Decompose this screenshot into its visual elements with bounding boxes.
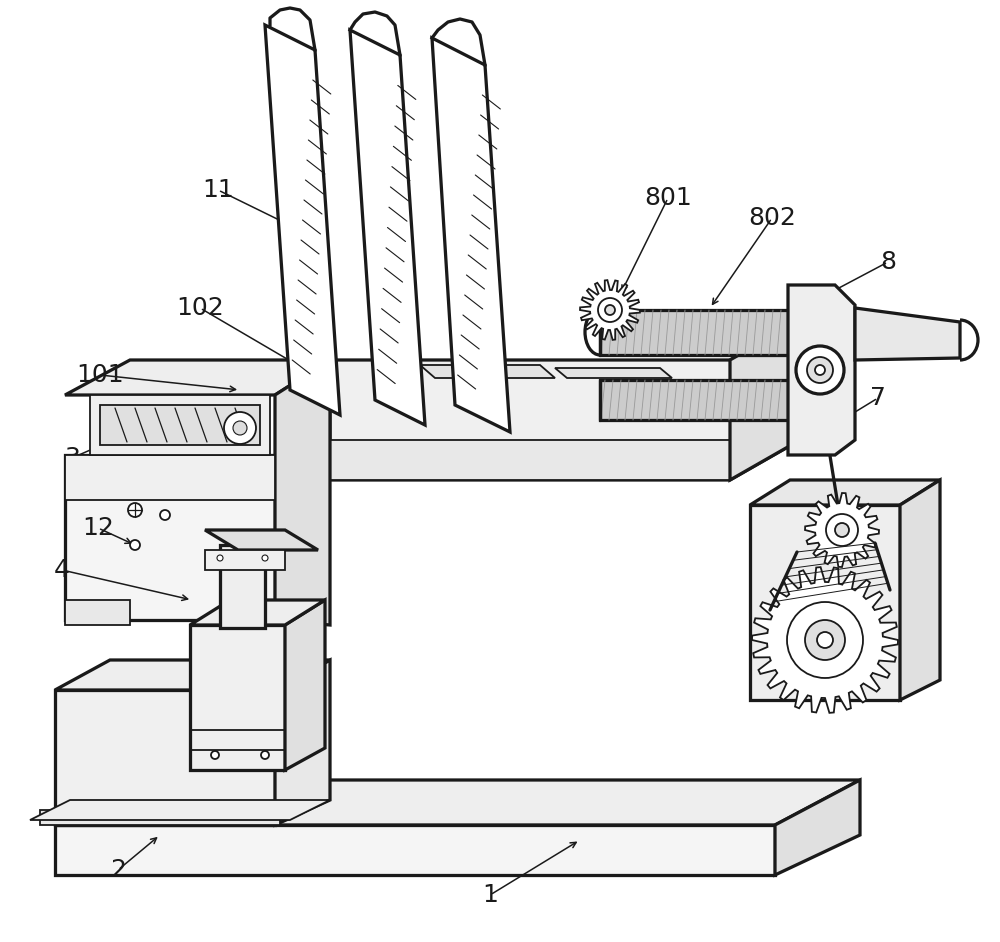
Polygon shape (420, 365, 555, 378)
Polygon shape (55, 825, 775, 875)
Text: 802: 802 (748, 206, 796, 230)
Circle shape (262, 555, 268, 561)
Polygon shape (40, 810, 280, 825)
Text: 8: 8 (880, 250, 896, 274)
Circle shape (805, 620, 845, 660)
Polygon shape (275, 360, 330, 625)
Polygon shape (805, 493, 879, 567)
Polygon shape (600, 380, 790, 420)
Circle shape (217, 555, 223, 561)
Polygon shape (330, 440, 730, 480)
Polygon shape (432, 38, 510, 432)
Text: 3: 3 (64, 446, 80, 470)
Polygon shape (752, 567, 898, 713)
Circle shape (233, 421, 247, 435)
Polygon shape (555, 368, 672, 378)
Circle shape (160, 510, 170, 520)
Polygon shape (350, 30, 425, 425)
Text: 11: 11 (202, 178, 234, 202)
Text: 2: 2 (110, 858, 126, 882)
Polygon shape (730, 320, 800, 480)
Circle shape (605, 305, 615, 315)
Polygon shape (205, 550, 285, 570)
Text: 12: 12 (82, 516, 114, 540)
Circle shape (796, 346, 844, 394)
Polygon shape (285, 600, 325, 770)
Polygon shape (65, 455, 275, 500)
Polygon shape (900, 480, 940, 700)
Circle shape (807, 357, 833, 383)
Polygon shape (90, 395, 270, 455)
Polygon shape (750, 480, 940, 505)
Text: 1: 1 (482, 883, 498, 907)
Text: 102: 102 (176, 296, 224, 320)
Polygon shape (265, 25, 340, 415)
Circle shape (835, 523, 849, 537)
Circle shape (817, 632, 833, 648)
Polygon shape (855, 308, 960, 360)
Polygon shape (275, 660, 330, 825)
Text: 7: 7 (870, 386, 886, 410)
Polygon shape (55, 780, 860, 825)
Polygon shape (775, 780, 860, 875)
Text: 101: 101 (76, 363, 124, 387)
Text: 4: 4 (54, 558, 70, 582)
Circle shape (598, 298, 622, 322)
Polygon shape (65, 360, 330, 395)
Circle shape (826, 514, 858, 546)
Circle shape (261, 751, 269, 759)
Text: 10: 10 (784, 666, 816, 690)
Circle shape (211, 751, 219, 759)
Circle shape (130, 540, 140, 550)
Polygon shape (190, 600, 325, 625)
Circle shape (815, 365, 825, 375)
Polygon shape (330, 320, 800, 480)
Polygon shape (65, 455, 275, 620)
Polygon shape (220, 545, 265, 628)
Polygon shape (65, 600, 130, 625)
Polygon shape (580, 280, 640, 340)
Polygon shape (205, 530, 318, 550)
Polygon shape (55, 690, 275, 825)
Circle shape (128, 503, 142, 517)
Polygon shape (788, 285, 855, 455)
Circle shape (787, 602, 863, 678)
Text: 9: 9 (874, 523, 890, 547)
Polygon shape (190, 625, 285, 770)
Circle shape (224, 412, 256, 444)
Polygon shape (750, 505, 900, 700)
Polygon shape (100, 405, 260, 445)
Text: 801: 801 (644, 186, 692, 210)
Polygon shape (600, 310, 790, 355)
Polygon shape (30, 800, 330, 820)
Polygon shape (55, 660, 330, 690)
